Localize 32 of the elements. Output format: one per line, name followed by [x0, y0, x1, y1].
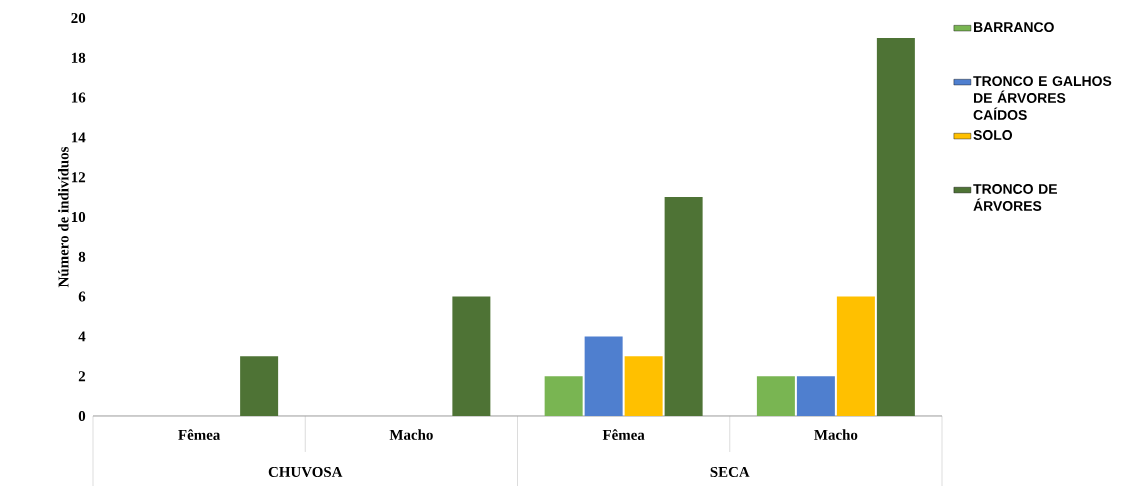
y-tick-label: 20	[71, 12, 86, 24]
bar	[876, 37, 915, 416]
text: SECA	[710, 466, 750, 477]
y-tick-label: 4	[78, 331, 86, 342]
bar	[836, 296, 875, 416]
bar	[544, 376, 583, 416]
bar	[756, 376, 795, 416]
x-tick-label: Macho	[814, 429, 858, 440]
legend-label: TRONCO DE ÁRVORES	[973, 184, 1057, 211]
y-tick-label: 6	[78, 291, 86, 302]
bar	[664, 197, 703, 416]
bar	[624, 356, 663, 416]
bar	[584, 336, 623, 416]
x-tick-label: Fêmea	[178, 429, 221, 440]
y-tick-label: 16	[71, 92, 86, 103]
text: CHUVOSA	[268, 466, 343, 478]
legend-label: BARRANCO	[974, 22, 1054, 33]
y-tick-label: 18	[71, 52, 86, 63]
bar	[240, 356, 279, 416]
y-tick-label: 10	[71, 211, 86, 223]
bar	[452, 296, 491, 416]
y-tick-label: 0	[78, 410, 86, 422]
legend-label: SOLO	[973, 130, 1013, 140]
y-tick-label: 12	[71, 172, 86, 183]
legend-label: TRONCO E GALHOS DE ÁRVORES CAÍDOS	[973, 76, 1112, 120]
bar	[796, 376, 835, 416]
y-tick-label: 14	[71, 132, 86, 143]
x-tick-label: Fêmea	[602, 429, 645, 440]
y-axis-title: Número de indivíduos	[58, 146, 69, 288]
x-tick-label: Macho	[389, 429, 433, 440]
y-tick-label: 2	[78, 371, 86, 382]
y-tick-label: 8	[78, 251, 86, 262]
